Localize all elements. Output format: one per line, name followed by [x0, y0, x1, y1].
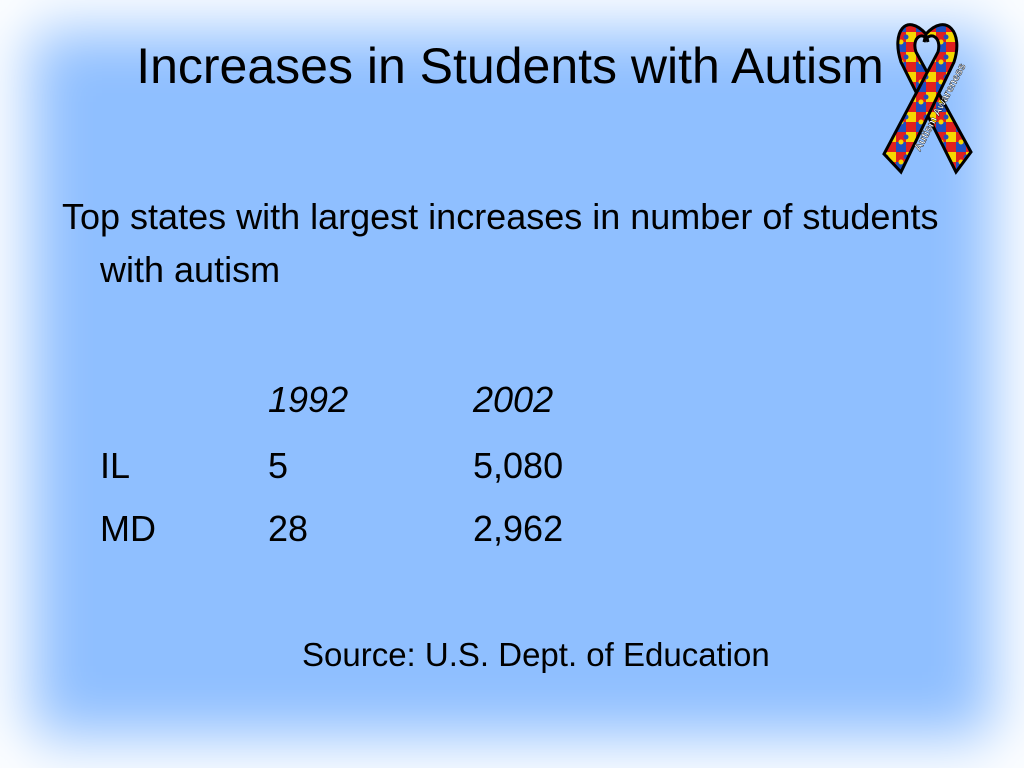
column-header: 1992: [268, 379, 349, 420]
table-cell: 2,962: [473, 508, 564, 549]
table-cell: IL: [100, 445, 131, 486]
column-header: 2002: [473, 379, 554, 420]
table-cell: MD: [100, 508, 156, 549]
table-cell: 5,080: [473, 445, 564, 486]
table-cell: 28: [268, 508, 309, 549]
slide-title: Increases in Students with Autism: [136, 38, 884, 94]
source-note: Source: U.S. Dept. of Education: [302, 636, 770, 673]
bullet-text: Top states with largest increases in num…: [62, 196, 939, 290]
awareness-ribbon: Autism Awareness: [882, 23, 973, 175]
table-cell: 5: [268, 445, 289, 486]
